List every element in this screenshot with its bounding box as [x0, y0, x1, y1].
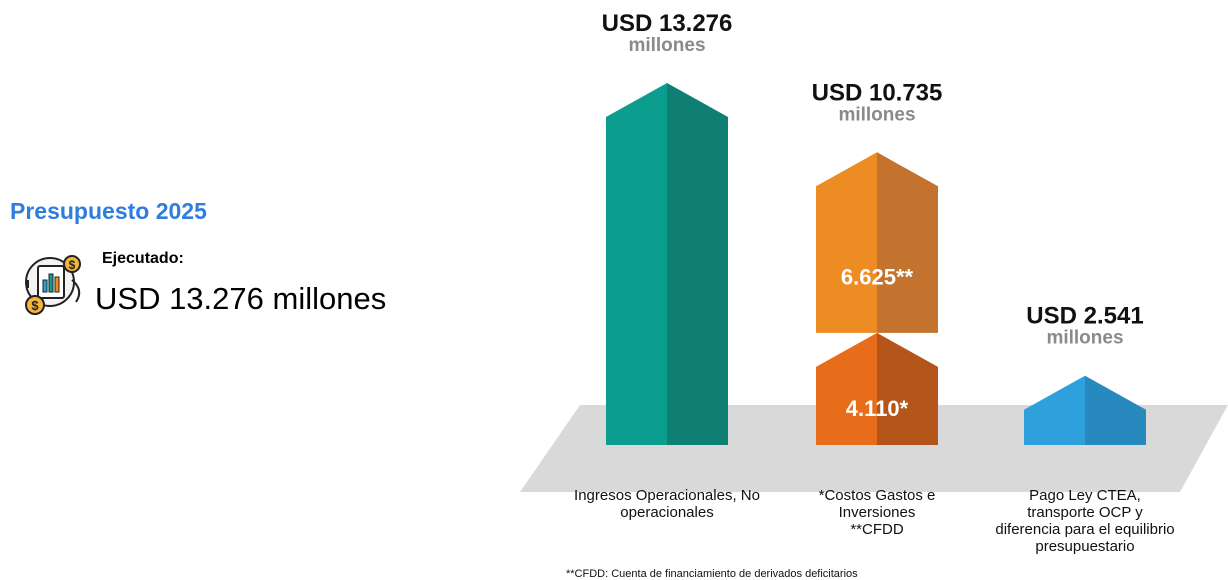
category-label-1-line-1: Inversiones	[839, 504, 916, 521]
bar-2-left-face	[1024, 375, 1085, 445]
bar-1-unit-label: millones	[838, 104, 915, 125]
bar-0-right-face	[667, 83, 728, 445]
category-label-1-line-2: **CFDD	[850, 521, 904, 538]
category-label-2-line-2: diferencia para el equilibrio	[995, 521, 1174, 538]
svg-text:$: $	[69, 258, 76, 272]
bar-1-segment-0-left-face	[816, 332, 877, 445]
chart-footnote: **CFDD: Cuenta de financiamiento de deri…	[566, 568, 858, 580]
category-label-0-line-1: operacionales	[620, 504, 713, 521]
bar-0-value-label: USD 13.276	[602, 10, 733, 37]
bar-0-unit-label: millones	[628, 35, 705, 56]
category-label-1-line-0: *Costos Gastos e	[819, 487, 936, 504]
budget-document-coins-icon: $ $	[25, 255, 81, 315]
svg-text:$: $	[31, 298, 39, 313]
bar-2-value-label: USD 2.541	[1026, 303, 1143, 330]
bar-1-value-label: USD 10.735	[812, 79, 943, 106]
bar-1-segment-0-label: 4.110*	[846, 396, 909, 421]
bar-0-left-face	[606, 83, 667, 445]
budget-title: Presupuesto 2025	[10, 198, 207, 224]
bar-1-segment-1-left-face	[816, 152, 877, 333]
bar-1-segment-1-right-face	[877, 152, 938, 333]
category-label-2-line-0: Pago Ley CTEA,	[1029, 487, 1141, 504]
bar-2-right-face	[1085, 375, 1146, 445]
bar-1-segment-0-right-face	[877, 332, 938, 445]
category-label-0-line-0: Ingresos Operacionales, No	[574, 487, 760, 504]
category-label-2-line-3: presupuestario	[1035, 538, 1134, 555]
bar-1-segment-1-label: 6.625**	[841, 265, 914, 290]
executed-value: USD 13.276 millones	[95, 281, 387, 316]
category-label-2-line-1: transporte OCP y	[1027, 504, 1143, 521]
bar-2-unit-label: millones	[1046, 328, 1123, 349]
executed-label: Ejecutado:	[102, 250, 184, 267]
